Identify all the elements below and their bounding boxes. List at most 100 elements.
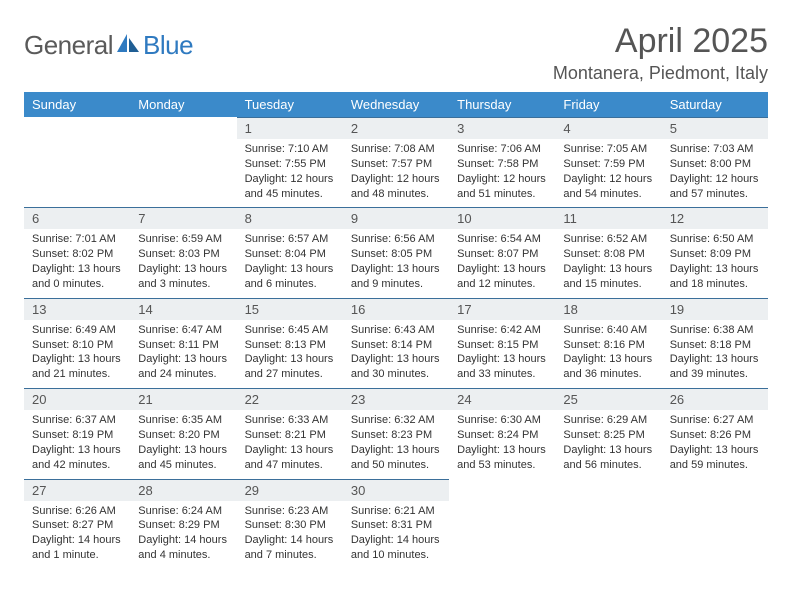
day-info: Sunrise: 6:49 AMSunset: 8:10 PMDaylight:… bbox=[24, 320, 130, 388]
weekday-header: Monday bbox=[130, 92, 236, 117]
day-number: 3 bbox=[449, 117, 555, 139]
day-number: 5 bbox=[662, 117, 768, 139]
calendar-cell: 28Sunrise: 6:24 AMSunset: 8:29 PMDayligh… bbox=[130, 479, 236, 569]
day-info: Sunrise: 6:23 AMSunset: 8:30 PMDaylight:… bbox=[237, 501, 343, 569]
day-info: Sunrise: 6:33 AMSunset: 8:21 PMDaylight:… bbox=[237, 410, 343, 478]
calendar-cell: 27Sunrise: 6:26 AMSunset: 8:27 PMDayligh… bbox=[24, 479, 130, 569]
day-info: Sunrise: 6:40 AMSunset: 8:16 PMDaylight:… bbox=[555, 320, 661, 388]
day-info: Sunrise: 6:54 AMSunset: 8:07 PMDaylight:… bbox=[449, 229, 555, 297]
calendar-cell: 18Sunrise: 6:40 AMSunset: 8:16 PMDayligh… bbox=[555, 298, 661, 388]
calendar-cell: 8Sunrise: 6:57 AMSunset: 8:04 PMDaylight… bbox=[237, 207, 343, 297]
calendar-cell: 19Sunrise: 6:38 AMSunset: 8:18 PMDayligh… bbox=[662, 298, 768, 388]
calendar-cell: 30Sunrise: 6:21 AMSunset: 8:31 PMDayligh… bbox=[343, 479, 449, 569]
calendar-cell: 14Sunrise: 6:47 AMSunset: 8:11 PMDayligh… bbox=[130, 298, 236, 388]
day-info: Sunrise: 6:59 AMSunset: 8:03 PMDaylight:… bbox=[130, 229, 236, 297]
day-number: 9 bbox=[343, 207, 449, 229]
day-info: Sunrise: 7:10 AMSunset: 7:55 PMDaylight:… bbox=[237, 139, 343, 207]
calendar-row: 13Sunrise: 6:49 AMSunset: 8:10 PMDayligh… bbox=[24, 298, 768, 388]
calendar-cell: 13Sunrise: 6:49 AMSunset: 8:10 PMDayligh… bbox=[24, 298, 130, 388]
weekday-header: Thursday bbox=[449, 92, 555, 117]
day-number: 23 bbox=[343, 388, 449, 410]
day-number: 2 bbox=[343, 117, 449, 139]
day-info: Sunrise: 6:52 AMSunset: 8:08 PMDaylight:… bbox=[555, 229, 661, 297]
day-number: 7 bbox=[130, 207, 236, 229]
day-info: Sunrise: 6:45 AMSunset: 8:13 PMDaylight:… bbox=[237, 320, 343, 388]
weekday-header: Tuesday bbox=[237, 92, 343, 117]
day-info: Sunrise: 7:08 AMSunset: 7:57 PMDaylight:… bbox=[343, 139, 449, 207]
day-number: 4 bbox=[555, 117, 661, 139]
calendar-cell: 17Sunrise: 6:42 AMSunset: 8:15 PMDayligh… bbox=[449, 298, 555, 388]
day-info: Sunrise: 6:24 AMSunset: 8:29 PMDaylight:… bbox=[130, 501, 236, 569]
day-number: 19 bbox=[662, 298, 768, 320]
day-number: 11 bbox=[555, 207, 661, 229]
calendar-cell: 22Sunrise: 6:33 AMSunset: 8:21 PMDayligh… bbox=[237, 388, 343, 478]
day-number: 1 bbox=[237, 117, 343, 139]
calendar-cell bbox=[662, 479, 768, 569]
calendar-cell bbox=[130, 117, 236, 207]
calendar-cell: 7Sunrise: 6:59 AMSunset: 8:03 PMDaylight… bbox=[130, 207, 236, 297]
calendar-cell: 15Sunrise: 6:45 AMSunset: 8:13 PMDayligh… bbox=[237, 298, 343, 388]
calendar-cell: 6Sunrise: 7:01 AMSunset: 8:02 PMDaylight… bbox=[24, 207, 130, 297]
day-info: Sunrise: 6:21 AMSunset: 8:31 PMDaylight:… bbox=[343, 501, 449, 569]
calendar-cell: 26Sunrise: 6:27 AMSunset: 8:26 PMDayligh… bbox=[662, 388, 768, 478]
calendar-cell bbox=[555, 479, 661, 569]
day-number: 28 bbox=[130, 479, 236, 501]
day-info: Sunrise: 6:32 AMSunset: 8:23 PMDaylight:… bbox=[343, 410, 449, 478]
calendar-head: SundayMondayTuesdayWednesdayThursdayFrid… bbox=[24, 92, 768, 117]
calendar-cell: 10Sunrise: 6:54 AMSunset: 8:07 PMDayligh… bbox=[449, 207, 555, 297]
calendar-cell: 4Sunrise: 7:05 AMSunset: 7:59 PMDaylight… bbox=[555, 117, 661, 207]
calendar-cell: 23Sunrise: 6:32 AMSunset: 8:23 PMDayligh… bbox=[343, 388, 449, 478]
weekday-header: Sunday bbox=[24, 92, 130, 117]
weekday-header: Wednesday bbox=[343, 92, 449, 117]
logo-word-1: General bbox=[24, 30, 113, 60]
day-info: Sunrise: 6:50 AMSunset: 8:09 PMDaylight:… bbox=[662, 229, 768, 297]
day-number: 15 bbox=[237, 298, 343, 320]
day-number: 24 bbox=[449, 388, 555, 410]
calendar-cell: 2Sunrise: 7:08 AMSunset: 7:57 PMDaylight… bbox=[343, 117, 449, 207]
location: Montanera, Piedmont, Italy bbox=[553, 63, 768, 84]
day-info: Sunrise: 6:27 AMSunset: 8:26 PMDaylight:… bbox=[662, 410, 768, 478]
header: General Blue April 2025 Montanera, Piedm… bbox=[24, 22, 768, 84]
day-info: Sunrise: 6:42 AMSunset: 8:15 PMDaylight:… bbox=[449, 320, 555, 388]
calendar-cell: 1Sunrise: 7:10 AMSunset: 7:55 PMDaylight… bbox=[237, 117, 343, 207]
logo: General Blue bbox=[24, 22, 193, 61]
day-number: 13 bbox=[24, 298, 130, 320]
day-number: 10 bbox=[449, 207, 555, 229]
day-number: 27 bbox=[24, 479, 130, 501]
day-number: 16 bbox=[343, 298, 449, 320]
logo-sail-icon bbox=[115, 32, 141, 59]
calendar-body: 1Sunrise: 7:10 AMSunset: 7:55 PMDaylight… bbox=[24, 117, 768, 569]
day-info: Sunrise: 6:57 AMSunset: 8:04 PMDaylight:… bbox=[237, 229, 343, 297]
calendar-cell: 21Sunrise: 6:35 AMSunset: 8:20 PMDayligh… bbox=[130, 388, 236, 478]
logo-text: General bbox=[24, 30, 113, 61]
day-info: Sunrise: 6:38 AMSunset: 8:18 PMDaylight:… bbox=[662, 320, 768, 388]
month-title: April 2025 bbox=[553, 22, 768, 61]
calendar-cell: 12Sunrise: 6:50 AMSunset: 8:09 PMDayligh… bbox=[662, 207, 768, 297]
day-number: 22 bbox=[237, 388, 343, 410]
day-info: Sunrise: 7:06 AMSunset: 7:58 PMDaylight:… bbox=[449, 139, 555, 207]
calendar-cell: 29Sunrise: 6:23 AMSunset: 8:30 PMDayligh… bbox=[237, 479, 343, 569]
calendar-cell: 9Sunrise: 6:56 AMSunset: 8:05 PMDaylight… bbox=[343, 207, 449, 297]
day-number: 14 bbox=[130, 298, 236, 320]
calendar-cell: 11Sunrise: 6:52 AMSunset: 8:08 PMDayligh… bbox=[555, 207, 661, 297]
day-info: Sunrise: 7:03 AMSunset: 8:00 PMDaylight:… bbox=[662, 139, 768, 207]
day-info: Sunrise: 6:37 AMSunset: 8:19 PMDaylight:… bbox=[24, 410, 130, 478]
day-info: Sunrise: 6:30 AMSunset: 8:24 PMDaylight:… bbox=[449, 410, 555, 478]
day-number: 12 bbox=[662, 207, 768, 229]
day-info: Sunrise: 6:26 AMSunset: 8:27 PMDaylight:… bbox=[24, 501, 130, 569]
day-info: Sunrise: 6:29 AMSunset: 8:25 PMDaylight:… bbox=[555, 410, 661, 478]
calendar-table: SundayMondayTuesdayWednesdayThursdayFrid… bbox=[24, 92, 768, 569]
day-info: Sunrise: 6:43 AMSunset: 8:14 PMDaylight:… bbox=[343, 320, 449, 388]
day-info: Sunrise: 6:47 AMSunset: 8:11 PMDaylight:… bbox=[130, 320, 236, 388]
title-block: April 2025 Montanera, Piedmont, Italy bbox=[553, 22, 768, 84]
day-number: 17 bbox=[449, 298, 555, 320]
weekday-header: Friday bbox=[555, 92, 661, 117]
calendar-cell: 3Sunrise: 7:06 AMSunset: 7:58 PMDaylight… bbox=[449, 117, 555, 207]
day-info: Sunrise: 7:01 AMSunset: 8:02 PMDaylight:… bbox=[24, 229, 130, 297]
weekday-header: Saturday bbox=[662, 92, 768, 117]
day-number: 21 bbox=[130, 388, 236, 410]
day-number: 30 bbox=[343, 479, 449, 501]
day-number: 26 bbox=[662, 388, 768, 410]
day-number: 20 bbox=[24, 388, 130, 410]
calendar-cell: 20Sunrise: 6:37 AMSunset: 8:19 PMDayligh… bbox=[24, 388, 130, 478]
